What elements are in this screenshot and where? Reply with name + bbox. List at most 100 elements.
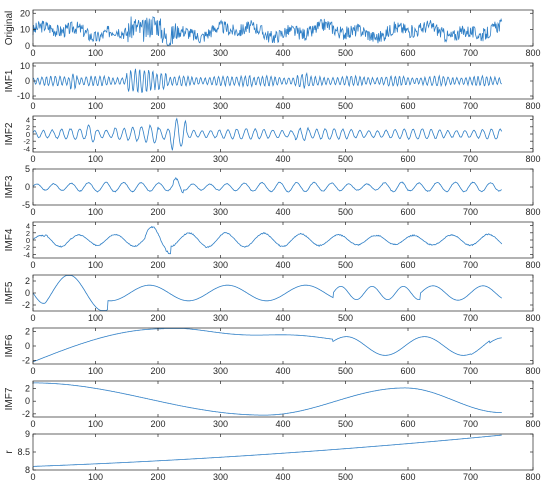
y-tick-label: 9 [25, 429, 30, 439]
x-tick-label: 0 [30, 419, 35, 429]
x-tick-label: 300 [213, 472, 228, 482]
x-tick-label: 600 [400, 366, 415, 376]
x-tick-label: 500 [338, 313, 353, 323]
x-tick-label: 300 [213, 154, 228, 164]
y-tick-label: 2 [25, 276, 30, 286]
x-tick-label: 300 [213, 101, 228, 111]
x-tick-label: 800 [525, 419, 540, 429]
y-tick-label: 20 [20, 8, 30, 18]
axes-box [32, 327, 534, 365]
x-tick-label: 800 [525, 207, 540, 217]
y-tick-label: 10 [20, 61, 30, 71]
x-tick-label: 0 [30, 366, 35, 376]
series-line-imf4 [32, 225, 503, 255]
y-tick-label: 0 [26, 130, 30, 139]
x-tick-label: 0 [30, 154, 35, 164]
x-tick-label: 800 [525, 260, 540, 270]
y-tick-label: -2 [22, 409, 30, 419]
x-tick-label: 0 [30, 313, 35, 323]
x-tick-label: 100 [88, 419, 103, 429]
y-tick-label: 0 [25, 341, 30, 351]
y-tick-label: -2 [23, 243, 30, 252]
x-tick-label: 700 [463, 154, 478, 164]
x-tick-label: 400 [275, 260, 290, 270]
x-tick-label: 0 [30, 48, 35, 58]
y-axis-label: IMF2 [4, 122, 15, 145]
axes-box [32, 221, 534, 259]
y-tick-label: 2 [26, 123, 30, 132]
y-tick-label: 8 [25, 465, 30, 475]
x-tick-label: 200 [150, 366, 165, 376]
x-tick-label: 100 [88, 207, 103, 217]
x-tick-label: 600 [400, 101, 415, 111]
x-tick-label: 700 [463, 48, 478, 58]
x-tick-label: 800 [525, 472, 540, 482]
x-tick-label: 300 [213, 260, 228, 270]
x-tick-label: 0 [30, 260, 35, 270]
y-axis-label: IMF6 [4, 334, 15, 357]
y-tick-label: 0 [25, 288, 30, 298]
x-tick-label: 700 [463, 366, 478, 376]
x-tick-label: 400 [275, 313, 290, 323]
y-axis-label: r [4, 450, 15, 454]
series-line-imf3 [32, 177, 502, 194]
x-tick-label: 400 [275, 366, 290, 376]
x-tick-label: 600 [400, 419, 415, 429]
panel-original: 0 100 200 300 400 500 600 700 800 0 10 20 Original [4, 8, 541, 58]
x-tick-label: 200 [150, 207, 165, 217]
x-tick-label: 100 [88, 472, 103, 482]
x-tick-label: 200 [150, 472, 165, 482]
x-tick-label: 500 [338, 419, 353, 429]
axes-box [32, 115, 534, 153]
y-tick-label: 0 [25, 76, 30, 86]
x-tick-label: 100 [88, 366, 103, 376]
y-tick-label: -5 [22, 200, 30, 210]
x-tick-label: 100 [88, 154, 103, 164]
x-tick-label: 600 [400, 472, 415, 482]
y-tick-label: 4 [26, 116, 30, 125]
y-tick-label: -2 [23, 137, 30, 146]
y-tick-label: 2 [26, 229, 30, 238]
y-tick-label: 5 [25, 164, 30, 174]
x-tick-label: 700 [463, 419, 478, 429]
x-tick-label: 0 [30, 207, 35, 217]
y-tick-label: -10 [17, 91, 30, 101]
x-tick-label: 600 [400, 207, 415, 217]
series-line-r [33, 434, 502, 467]
x-tick-label: 100 [88, 48, 103, 58]
x-tick-label: 600 [400, 154, 415, 164]
series-line-imf1 [32, 68, 502, 94]
x-tick-label: 500 [338, 207, 353, 217]
x-tick-label: 200 [150, 260, 165, 270]
series-line-imf7 [33, 382, 502, 416]
y-tick-label: 2 [25, 384, 30, 394]
y-tick-label: -4 [23, 144, 30, 153]
series-line-imf5 [32, 275, 502, 311]
x-tick-label: 0 [30, 472, 35, 482]
x-tick-label: 500 [338, 472, 353, 482]
x-tick-label: 500 [338, 366, 353, 376]
x-tick-label: 700 [463, 313, 478, 323]
series-line-imf2 [32, 117, 503, 151]
y-tick-label: 8.5 [17, 447, 30, 457]
axes-box [32, 168, 534, 206]
series-line-imf6 [32, 328, 502, 363]
y-tick-label: -4 [23, 250, 30, 259]
y-tick-label: 0 [25, 182, 30, 192]
y-tick-label: 0 [25, 396, 30, 406]
x-tick-label: 600 [400, 313, 415, 323]
axes-box [32, 380, 534, 418]
x-tick-label: 200 [150, 101, 165, 111]
x-tick-label: 600 [400, 260, 415, 270]
y-axis-label: Original [4, 11, 15, 45]
x-tick-label: 400 [275, 419, 290, 429]
x-tick-label: 600 [400, 48, 415, 58]
x-tick-label: 400 [275, 48, 290, 58]
x-tick-label: 400 [275, 101, 290, 111]
